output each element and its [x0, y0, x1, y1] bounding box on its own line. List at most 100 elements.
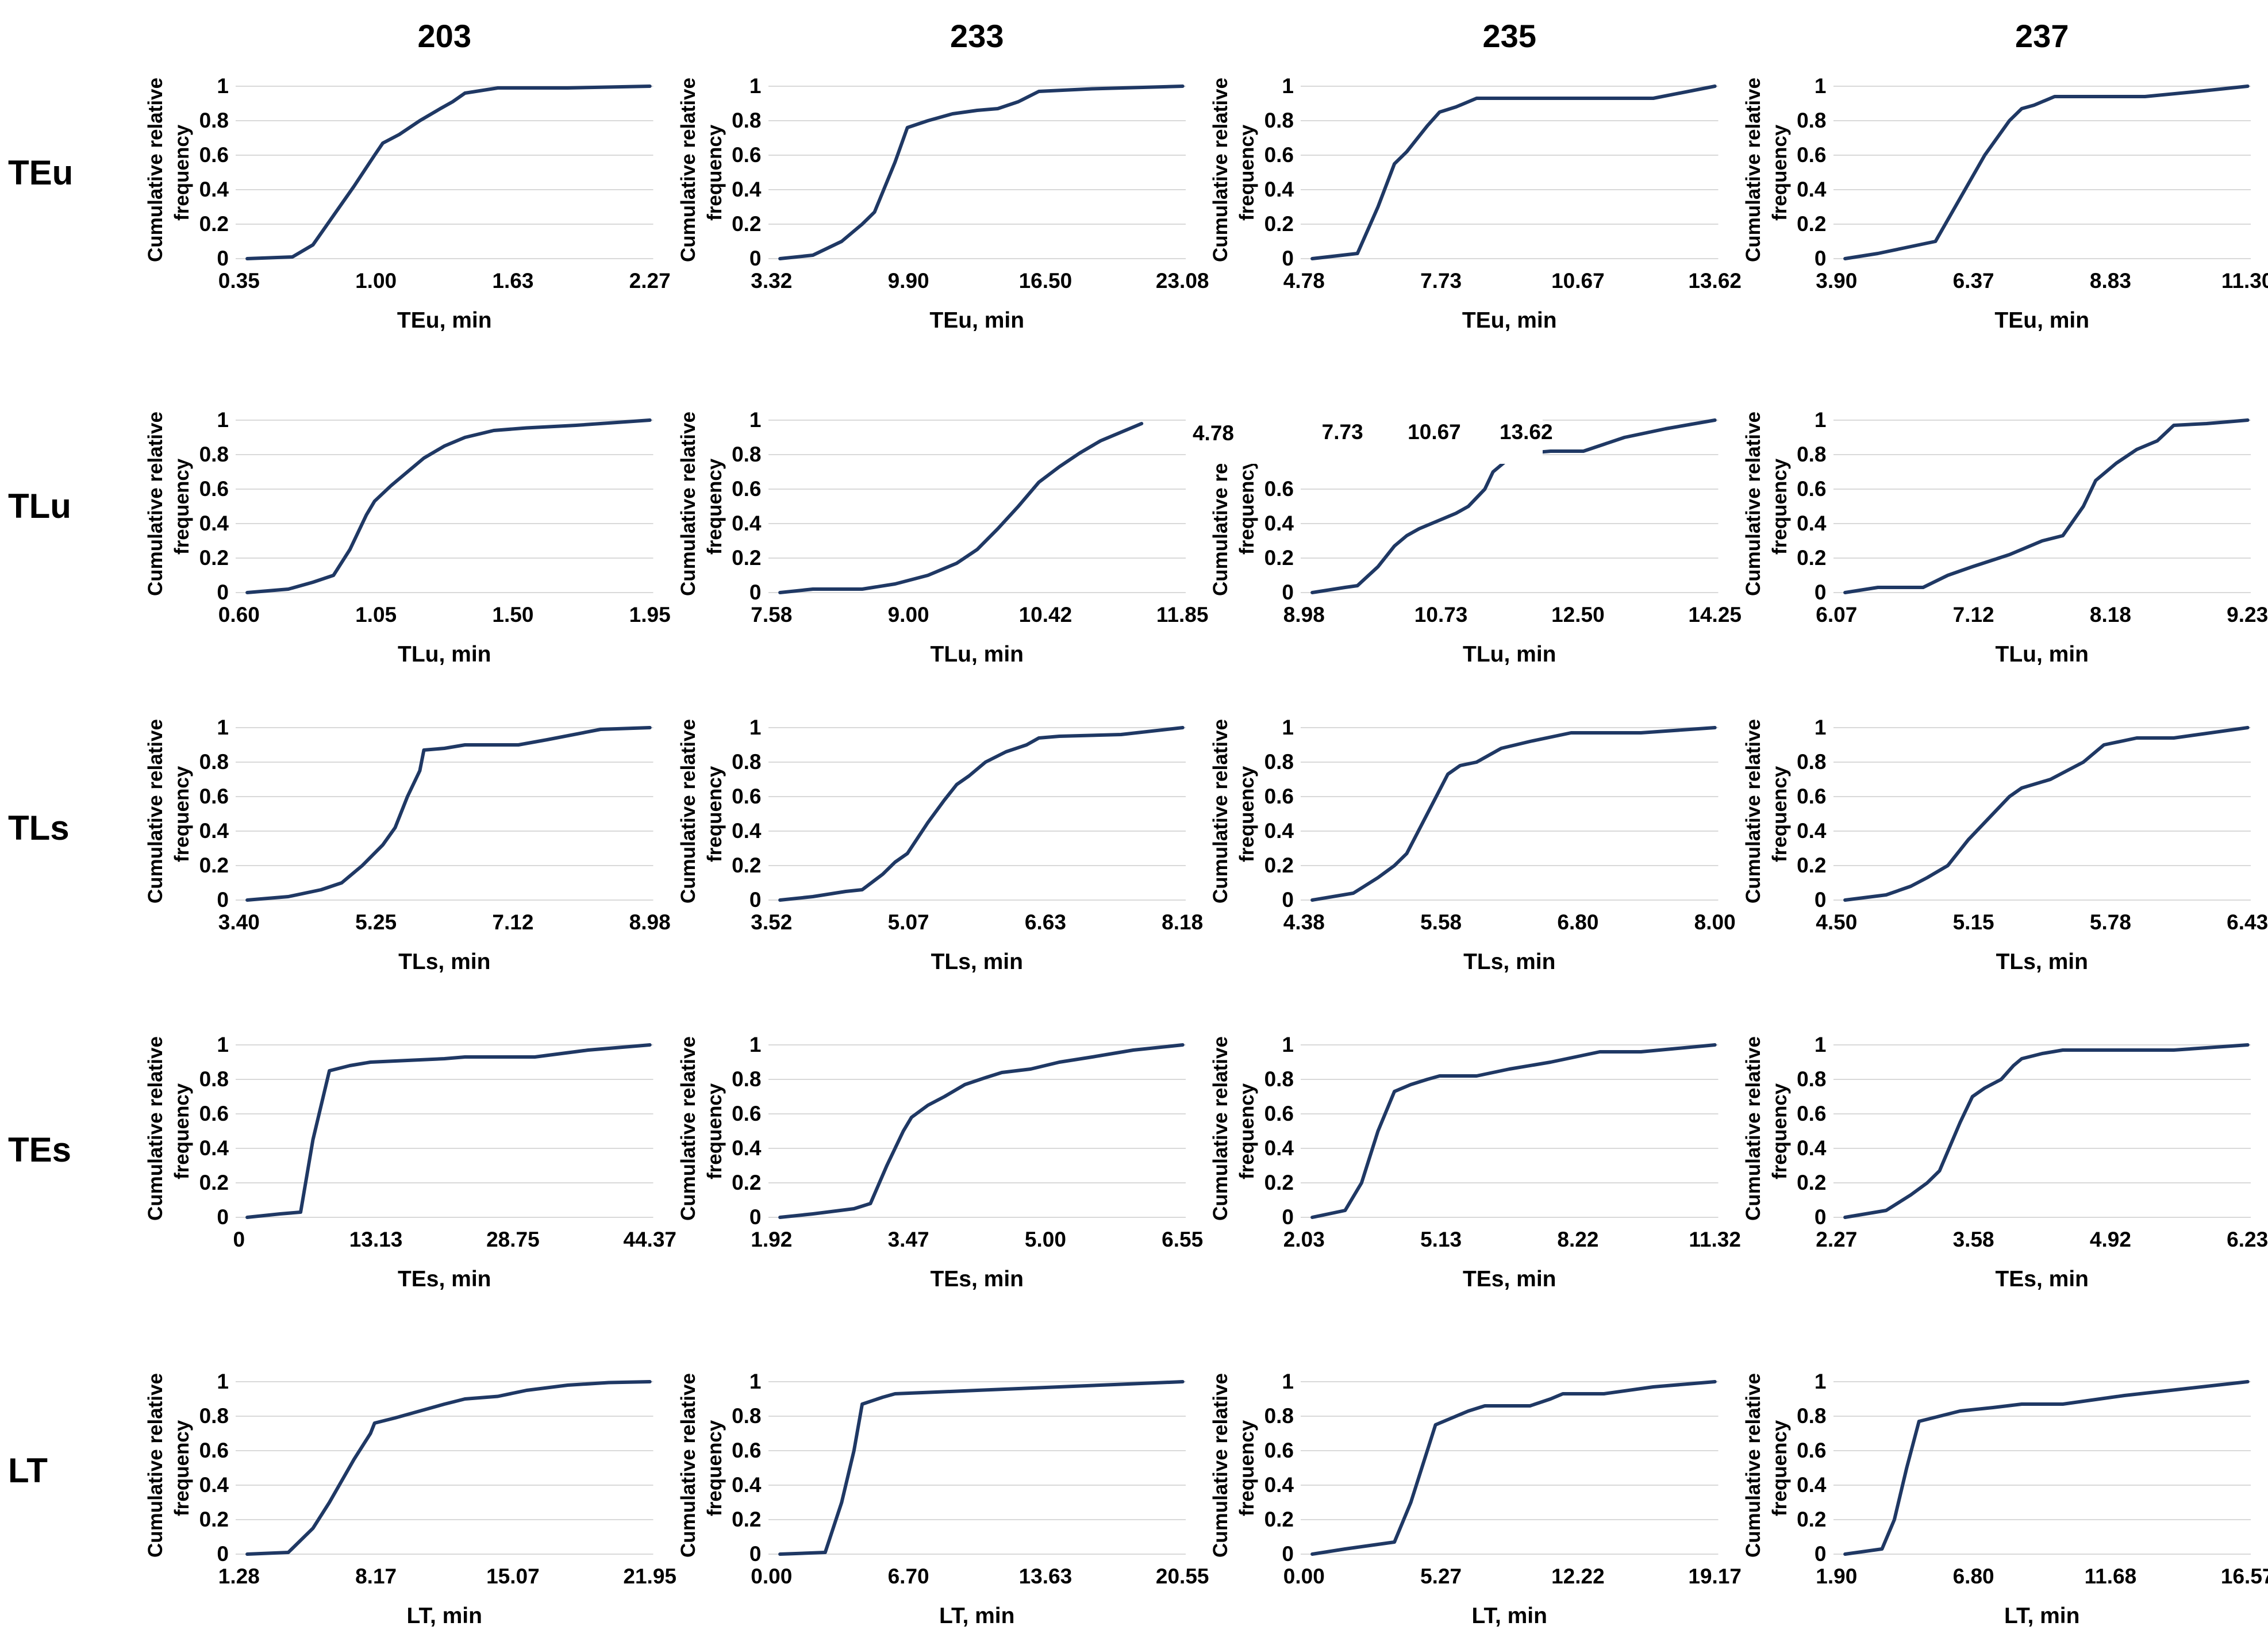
y-tick-label: 0 [217, 888, 229, 912]
y-axis-ticks: 1 0.8 0.6 0.4 0.2 0 [1260, 1033, 1301, 1229]
line-chart [1833, 724, 2251, 904]
cdf-curve [247, 1382, 650, 1554]
y-axis-label-line1: Cumulative relative [144, 719, 167, 904]
y-axis-label: Cumulative relative frequency [671, 1373, 728, 1558]
y-tick-label: 1 [217, 1032, 229, 1056]
x-tick-label: 12.22 [1551, 1564, 1605, 1588]
y-tick-label: 0.4 [199, 819, 229, 843]
y-tick-label: 0 [217, 1205, 229, 1229]
x-tick-label: 6.80 [1557, 910, 1599, 934]
y-axis-label-line2: frequency [1768, 1420, 1791, 1516]
y-tick-label: 0.8 [1797, 749, 1827, 774]
y-axis-label: Cumulative relative frequency [138, 1373, 195, 1558]
y-tick-label: 0.2 [1797, 212, 1827, 236]
y-tick-label: 1 [1282, 1369, 1294, 1393]
x-tick-label: 44.37 [623, 1228, 676, 1251]
y-tick-label: 0.2 [1797, 546, 1827, 570]
y-tick-label: 0.2 [1797, 1171, 1827, 1195]
chart-TEu-237: 237 Cumulative relative frequency 1 0.8 0.6 0.… [1736, 0, 2268, 345]
y-axis-label-line2: frequency [171, 766, 193, 862]
chart-TLs-233: Cumulative relative frequency 1 0.8 0.6 0.4 0.… [671, 667, 1204, 989]
y-tick-label: 0.2 [1264, 854, 1294, 878]
row-label-text: TEs [8, 1130, 72, 1169]
y-tick-label: 0.4 [732, 178, 762, 201]
y-tick-label: 0 [749, 1542, 762, 1566]
x-tick-label: 3.90 [1816, 269, 1858, 293]
x-axis-title: LT, min [2004, 1604, 2080, 1628]
y-tick-label: 0.2 [732, 854, 762, 878]
y-tick-label: 0 [1814, 247, 1827, 271]
y-axis-label: Cumulative relative frequency [1203, 1373, 1260, 1558]
chart-title: 237 [2015, 18, 2069, 54]
x-tick-label: 1.28 [218, 1564, 260, 1588]
line-chart [1301, 83, 1719, 262]
row-label-TEu: TEu [0, 0, 138, 345]
cdf-curve [780, 728, 1183, 900]
x-tick-label: 1.95 [629, 603, 671, 626]
y-tick-label: 0.6 [199, 476, 229, 501]
y-tick-label: 0.8 [732, 1067, 762, 1091]
x-tick-label: 19.17 [1688, 1564, 1742, 1588]
y-tick-label: 1 [217, 715, 229, 739]
x-tick-label: 5.78 [2089, 910, 2131, 934]
plot-area [1301, 1041, 1719, 1221]
y-axis-label-line2: frequency [1768, 124, 1791, 221]
x-axis-ticks: 6.07 7.12 8.18 9.23 [1816, 601, 2268, 627]
line-chart [1301, 1041, 1719, 1221]
y-tick-label: 0.6 [1264, 143, 1294, 167]
x-axis-title: TEu, min [1462, 308, 1557, 333]
y-tick-label: 0.4 [1797, 512, 1827, 535]
x-axis-title: TLu, min [930, 642, 1024, 667]
x-axis-ticks: 0.60 1.05 1.50 1.95 [218, 601, 671, 627]
x-axis-ticks: 4.38 5.58 6.80 8.00 [1283, 908, 1736, 935]
row-label-text: TLu [8, 486, 71, 525]
chart-TEs-203: Cumulative relative frequency 1 0.8 0.6 0.4 0.… [138, 989, 676, 1310]
x-axis-title: LT, min [939, 1604, 1015, 1628]
x-axis-title: LT, min [406, 1604, 482, 1628]
y-axis-label-line1: Cumulative relative [144, 1036, 167, 1221]
x-axis-title: TEs, min [930, 1267, 1024, 1291]
chart-TEu-203: 203 Cumulative relative frequency 1 0.8 0.6 0.… [138, 0, 671, 345]
y-tick-label: 0.8 [199, 442, 229, 466]
y-tick-label: 1 [217, 408, 229, 432]
x-tick-label: 10.67 [1551, 269, 1605, 293]
x-tick-label: 15.07 [486, 1564, 540, 1588]
x-tick-label: 5.00 [1024, 1228, 1066, 1251]
cdf-curve [1312, 728, 1715, 900]
cdf-curve [1845, 1382, 2248, 1554]
figure-row-TLu: TLu Cumulative relative frequency 1 0.8 0.6 0.… [0, 345, 2268, 667]
cdf-curve [780, 1045, 1183, 1217]
y-axis-label-line1: Cumulative relative [144, 1373, 167, 1558]
row-label-TEs: TEs [0, 989, 138, 1310]
x-tick-label: 8.83 [2089, 269, 2131, 293]
y-tick-label: 0.4 [1797, 819, 1827, 843]
x-tick-label: 5.25 [355, 910, 397, 934]
y-tick-label: 0.4 [1264, 512, 1294, 535]
cdf-curve [247, 420, 650, 593]
plot-area [1301, 724, 1719, 904]
y-tick-label: 0.2 [732, 546, 762, 570]
y-tick-label: 0.6 [732, 1438, 762, 1462]
cdf-curve [1845, 86, 2248, 259]
plot-area [236, 83, 654, 262]
chart-TLu-235: Cumulative relativefrequency10.80.60.40.… [1197, 345, 1742, 667]
plot-area [1301, 1378, 1719, 1558]
x-axis-title: TEu, min [397, 308, 492, 333]
x-tick-label: 0.00 [751, 1564, 793, 1588]
x-tick-label: 5.13 [1420, 1228, 1462, 1251]
y-axis-label: Cumulative relative frequency [138, 412, 195, 596]
x-tick-label: 0.00 [1283, 1564, 1325, 1588]
x-tick-label: 5.58 [1420, 910, 1462, 934]
x-tick-label: 4.38 [1283, 910, 1325, 934]
y-axis-label-line2: frequency [1236, 124, 1258, 221]
y-axis-label: Cumulative relative frequency [1203, 719, 1260, 904]
x-axis-ticks: 3.40 5.25 7.12 8.98 [218, 908, 671, 935]
x-tick-label: 6.70 [887, 1564, 929, 1588]
y-tick-label: 0 [217, 247, 229, 271]
x-axis-ticks: 1.90 6.80 11.68 16.57 [1816, 1562, 2268, 1589]
x-axis-title: TLs, min [931, 949, 1023, 974]
